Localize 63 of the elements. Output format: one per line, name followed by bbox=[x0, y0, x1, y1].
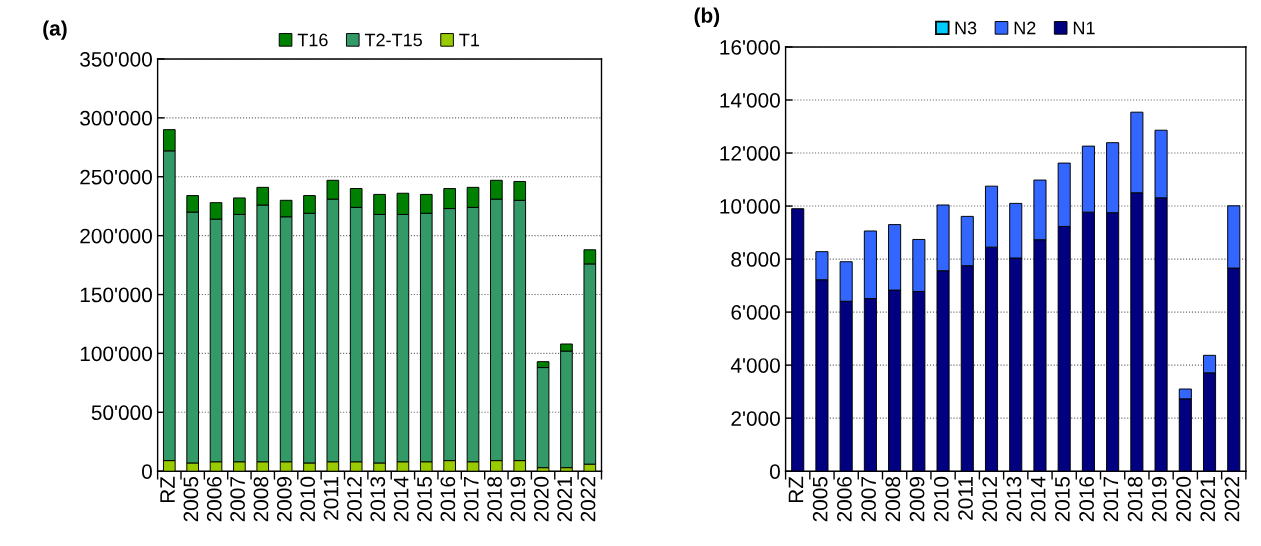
legend-label: N1 bbox=[1073, 21, 1095, 35]
y-tick-label: 250'000 bbox=[80, 169, 152, 185]
x-tick-label: 2018 bbox=[1127, 476, 1143, 522]
x-tick-label: 2008 bbox=[885, 476, 901, 522]
x-tick-label: RZ bbox=[160, 476, 175, 503]
x-tick-label: 2020 bbox=[1176, 476, 1191, 522]
x-tick-label: 2019 bbox=[1151, 477, 1167, 522]
x-tick-label: 2013 bbox=[370, 476, 386, 522]
x-tick-label: 2019 bbox=[510, 477, 526, 522]
x-tick-label: RZ bbox=[788, 476, 804, 503]
x-tick-label: 2007 bbox=[230, 477, 245, 522]
y-tick-label: 150'000 bbox=[80, 287, 152, 303]
y-tick-label: 50'000 bbox=[91, 405, 152, 421]
y-tick-label: 200'000 bbox=[80, 228, 152, 244]
x-tick-label: 2017 bbox=[463, 477, 479, 522]
x-tick-label: 2016 bbox=[1079, 476, 1094, 522]
x-tick-label: 2016 bbox=[440, 476, 456, 522]
y-tick-label: 300'000 bbox=[80, 110, 152, 126]
x-tick-label: 2011 bbox=[323, 477, 339, 520]
y-tick-label: 6'000 bbox=[731, 305, 780, 320]
chart-title: (a) bbox=[43, 20, 67, 40]
x-tick-label: 2010 bbox=[300, 476, 316, 522]
chart-title: (b) bbox=[694, 7, 720, 27]
x-tick-label: 2007 bbox=[861, 477, 876, 522]
legend-label: T1 bbox=[459, 33, 479, 47]
y-tick-label: 2'000 bbox=[731, 411, 780, 426]
y-tick-label: 16'000 bbox=[720, 39, 780, 55]
y-tick-label: 100'000 bbox=[80, 346, 152, 362]
x-tick-label: 2020 bbox=[533, 476, 549, 522]
x-tick-label: 2010 bbox=[933, 476, 949, 522]
x-tick-label: 2005 bbox=[183, 476, 199, 522]
x-tick-label: 2017 bbox=[1103, 477, 1119, 522]
x-tick-label: 2009 bbox=[909, 477, 925, 522]
y-tick-label: 350'000 bbox=[80, 51, 152, 67]
legend-label: N3 bbox=[955, 21, 977, 35]
legend-label: T2-T15 bbox=[364, 33, 422, 47]
x-tick-label: 2006 bbox=[837, 476, 852, 522]
x-tick-label: 2022 bbox=[580, 477, 596, 522]
x-tick-label: 2014 bbox=[393, 476, 409, 522]
x-tick-label: 2015 bbox=[1055, 476, 1070, 522]
x-tick-label: 2018 bbox=[487, 476, 502, 522]
y-tick-label: 0 bbox=[769, 464, 780, 479]
y-tick-label: 4'000 bbox=[730, 358, 780, 373]
x-tick-label: 2021 bbox=[557, 477, 573, 522]
x-tick-label: 2012 bbox=[982, 477, 998, 522]
x-tick-label: 2008 bbox=[253, 476, 269, 522]
x-tick-label: 2009 bbox=[276, 477, 292, 522]
y-tick-label: 14'000 bbox=[720, 92, 780, 108]
x-tick-label: 2021 bbox=[1200, 477, 1216, 522]
y-tick-label: 0 bbox=[141, 464, 152, 479]
x-tick-label: 2011 bbox=[958, 477, 973, 520]
x-tick-label: 2012 bbox=[347, 477, 362, 522]
x-tick-label: 2015 bbox=[417, 476, 432, 522]
legend-label: T16 bbox=[297, 33, 328, 47]
legend-label: N2 bbox=[1014, 21, 1036, 35]
y-tick-label: 12'000 bbox=[720, 146, 780, 161]
x-tick-label: 2013 bbox=[1006, 476, 1022, 522]
x-tick-label: 2014 bbox=[1030, 476, 1046, 522]
x-tick-label: 2005 bbox=[812, 476, 828, 522]
y-tick-label: 8'000 bbox=[731, 252, 780, 267]
y-tick-label: 10'000 bbox=[720, 199, 780, 214]
x-tick-label: 2022 bbox=[1224, 477, 1240, 522]
x-tick-label: 2006 bbox=[206, 476, 222, 522]
